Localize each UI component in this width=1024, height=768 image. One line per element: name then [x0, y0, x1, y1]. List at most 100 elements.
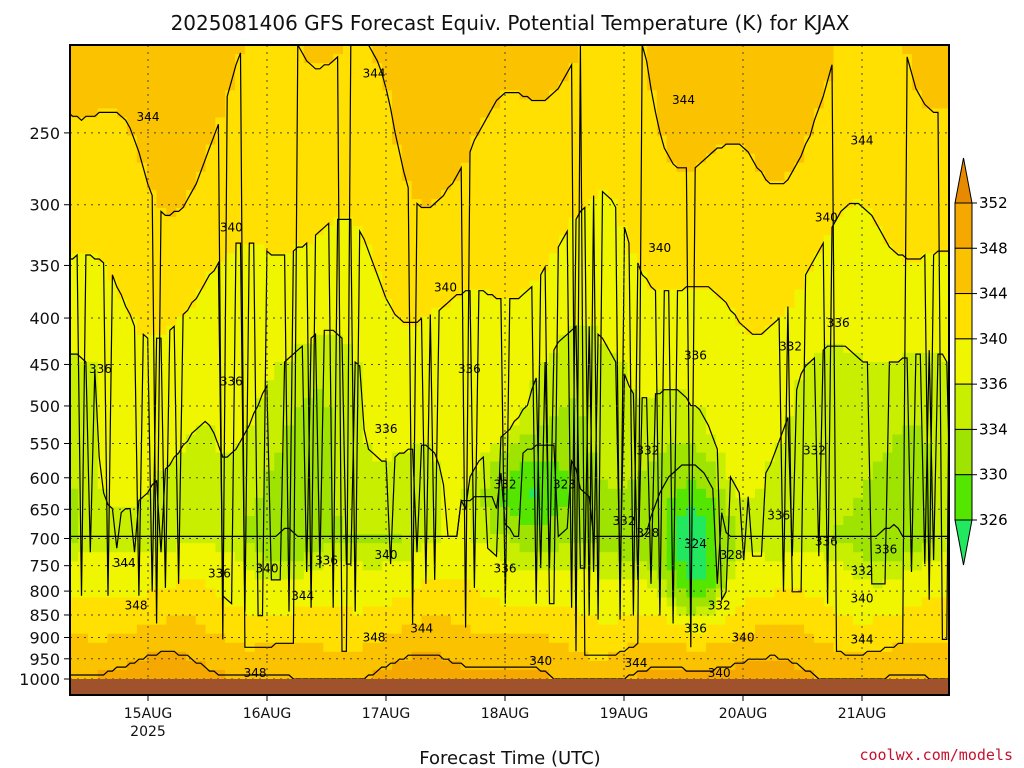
field-cell — [411, 45, 423, 55]
field-cell — [441, 162, 452, 173]
field-cell — [637, 407, 648, 417]
field-cell — [509, 117, 521, 128]
field-cell — [539, 606, 550, 617]
field-cell — [293, 470, 305, 481]
field-cell — [725, 642, 736, 653]
field-cell — [195, 99, 207, 109]
field-cell — [647, 280, 658, 291]
field-cell — [235, 479, 246, 490]
field-cell — [421, 651, 432, 662]
field-cell — [382, 217, 393, 227]
field-cell — [156, 171, 167, 182]
field-cell — [519, 434, 530, 445]
field-cell — [715, 108, 727, 119]
field-cell — [666, 624, 678, 635]
field-cell — [156, 217, 167, 227]
field-cell — [735, 126, 746, 137]
field-cell — [441, 135, 452, 146]
field-cell — [293, 416, 305, 426]
field-cell — [372, 316, 383, 327]
field-cell — [539, 452, 550, 463]
field-cell — [186, 479, 197, 490]
field-cell — [529, 144, 540, 155]
field-cell — [450, 289, 462, 300]
field-cell — [421, 425, 432, 436]
field-cell — [558, 325, 570, 336]
field-cell — [87, 280, 99, 291]
field-cell — [490, 99, 501, 109]
field-cell — [352, 624, 364, 635]
field-cell — [755, 561, 766, 571]
field-cell — [117, 235, 128, 245]
field-cell — [293, 334, 305, 345]
field-cell — [225, 162, 236, 173]
field-cell — [136, 217, 148, 227]
field-cell — [117, 552, 128, 562]
field-cell — [117, 153, 128, 164]
field-cell — [598, 307, 609, 318]
field-cell — [656, 81, 668, 91]
field-cell — [303, 552, 315, 562]
field-cell — [745, 199, 756, 209]
field-cell — [87, 162, 99, 173]
field-cell — [411, 63, 423, 73]
field-cell — [323, 362, 334, 372]
field-cell — [146, 81, 158, 91]
field-cell — [205, 552, 216, 562]
field-cell — [127, 534, 138, 544]
field-cell — [519, 588, 530, 599]
field-cell — [156, 416, 167, 426]
field-cell — [441, 289, 452, 300]
field-cell — [136, 262, 148, 273]
field-cell — [706, 90, 717, 100]
field-cell — [421, 63, 432, 73]
field-cell — [607, 534, 619, 544]
field-cell — [519, 153, 530, 164]
field-cell — [176, 334, 187, 345]
field-cell — [607, 470, 619, 481]
field-cell — [696, 425, 707, 436]
field-cell — [136, 525, 148, 535]
field-cell — [323, 280, 334, 291]
field-cell — [656, 651, 668, 662]
field-cell — [362, 642, 373, 653]
field-cell — [480, 606, 491, 617]
field-cell — [186, 153, 197, 164]
field-cell — [127, 126, 138, 137]
field-cell — [372, 343, 383, 354]
field-cell — [362, 289, 373, 300]
field-cell — [686, 108, 697, 119]
field-cell — [539, 534, 550, 544]
field-cell — [617, 244, 629, 254]
field-cell — [696, 72, 707, 82]
field-cell — [490, 660, 501, 671]
field-cell — [362, 108, 373, 119]
field-cell — [372, 606, 383, 617]
field-cell — [176, 534, 187, 544]
field-cell — [136, 99, 148, 109]
field-cell — [136, 253, 148, 263]
field-cell — [509, 579, 521, 590]
field-cell — [352, 280, 364, 291]
field-cell — [735, 262, 746, 273]
field-cell — [293, 253, 305, 263]
field-cell — [441, 479, 452, 490]
field-cell — [715, 389, 727, 399]
field-cell — [274, 271, 285, 282]
field-cell — [382, 325, 393, 336]
field-cell — [735, 352, 746, 363]
field-cell — [529, 334, 540, 345]
field-cell — [352, 63, 364, 73]
field-cell — [225, 534, 236, 544]
field-cell — [490, 72, 501, 82]
field-cell — [539, 597, 550, 608]
field-cell — [323, 470, 334, 481]
field-cell — [215, 99, 226, 109]
field-cell — [176, 208, 187, 218]
field-cell — [637, 525, 648, 535]
field-cell — [166, 579, 177, 590]
field-cell — [244, 470, 256, 481]
field-cell — [706, 289, 717, 300]
field-cell — [156, 470, 167, 481]
field-cell — [558, 208, 570, 218]
